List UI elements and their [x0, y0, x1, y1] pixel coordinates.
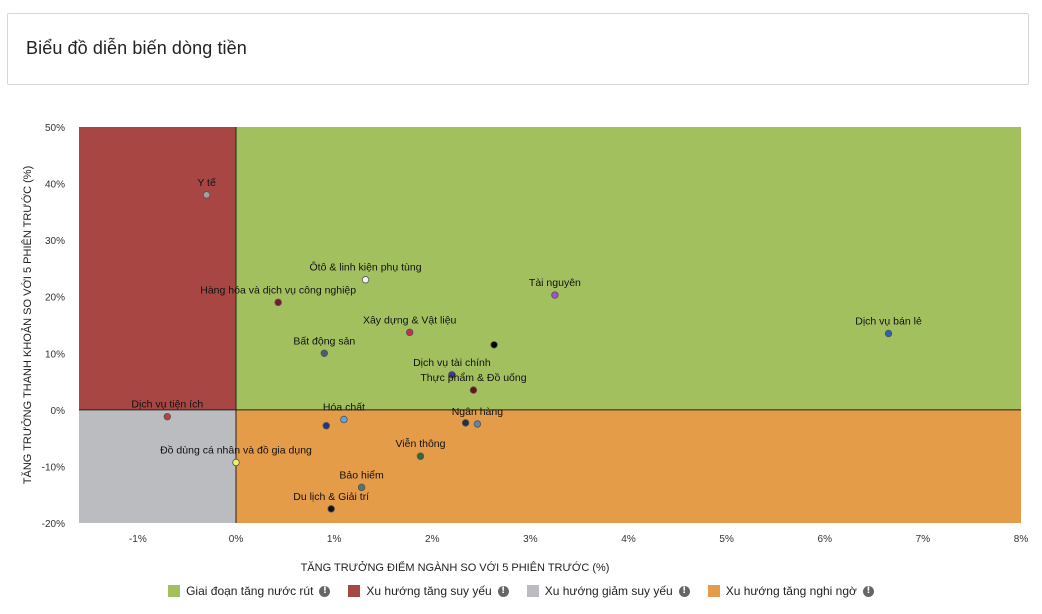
- data-point-vien-thong: [416, 452, 425, 460]
- legend-label: Xu hướng tăng suy yếu: [366, 584, 492, 598]
- data-label-tai-nguyen: Tài nguyên: [529, 277, 581, 289]
- y-tick-label: 20%: [45, 293, 65, 304]
- data-label-bat-dong-san: Bất động sản: [293, 335, 355, 347]
- data-label-du-lich-giai-tri: Du lịch & Giải trí: [293, 491, 369, 503]
- data-point: [461, 419, 470, 427]
- data-point-bao-hiem: [357, 483, 366, 492]
- legend-label: Xu hướng giảm suy yếu: [544, 584, 673, 598]
- data-point-hoa-chat: [340, 415, 348, 424]
- scatter-chart: -1% 0% 1% 2% 3% 4% 5% 6% 7% 8% -20% -10% 0% 10% 20% 30%…: [21, 123, 1029, 574]
- x-tick-label: 1%: [327, 534, 342, 545]
- data-label-hoa-chat: Hóa chất: [323, 401, 365, 413]
- legend-item-xu-huong-giam-suy-yeu[interactable]: Xu hướng giảm suy yếu !: [526, 584, 690, 598]
- chart-legend: Giai đoạn tăng nước rút ! Xu hướng tăng …: [0, 580, 1042, 602]
- x-tick-label: 7%: [916, 534, 931, 545]
- data-point-thuc-pham-do-uong: [469, 386, 478, 394]
- x-tick-label: 2%: [425, 534, 440, 545]
- legend-swatch: [707, 585, 720, 597]
- y-tick-label: 30%: [45, 236, 65, 247]
- info-icon[interactable]: !: [678, 585, 690, 597]
- data-point-hang-hoa-va-dich-vu-cong-nghiep: [274, 298, 282, 307]
- data-label-dich-vu-tai-chinh: Dịch vụ tài chính: [413, 357, 491, 369]
- data-label-dich-vu-ban-le: Dịch vụ bán lẻ: [855, 315, 922, 327]
- data-label-ngan-hang: Ngân hàng: [452, 406, 504, 418]
- quadrant-xu-huong-giam-suy-yeu: [79, 409, 236, 523]
- chart-card-header: Biểu đồ diễn biến dòng tiền: [7, 13, 1029, 85]
- data-point: [490, 341, 498, 349]
- y-axis-title: TĂNG TRƯỞNG THANH KHOẢN SO VỚI 5 PHIÊN T…: [21, 166, 34, 484]
- x-axis-title: TĂNG TRƯỞNG ĐIỂM NGÀNH SO VỚI 5 PHIÊN TR…: [301, 561, 610, 574]
- legend-label: Giai đoạn tăng nước rút: [186, 584, 314, 598]
- data-point: [322, 421, 330, 430]
- data-point-dich-vu-ban-le: [884, 329, 893, 338]
- x-tick-label: 0%: [229, 534, 244, 545]
- legend-item-giai-doan-tang-nuoc-rut[interactable]: Giai đoạn tăng nước rút !: [168, 584, 331, 598]
- legend-swatch: [526, 585, 539, 597]
- data-label-oto-linh-kien-phu-tung: Ôtô & linh kiện phụ tùng: [309, 261, 421, 274]
- legend-item-xu-huong-tang-suy-yeu[interactable]: Xu hướng tăng suy yếu !: [348, 584, 509, 598]
- x-tick-label: 6%: [818, 534, 833, 545]
- data-point-dich-vu-tai-chinh: [448, 371, 456, 379]
- info-icon[interactable]: !: [862, 585, 874, 597]
- data-label-hang-hoa-va-dich-vu-cong-nghiep: Hàng hóa và dịch vụ công nghiệp: [200, 284, 356, 296]
- x-tick-label: -1%: [129, 534, 147, 545]
- legend-swatch: [168, 585, 181, 597]
- x-tick-label: 5%: [719, 534, 734, 545]
- data-point-tai-nguyen: [551, 291, 559, 299]
- y-tick-label: 40%: [45, 180, 65, 191]
- y-tick-label: 10%: [45, 349, 65, 360]
- x-tick-label: 8%: [1014, 534, 1029, 545]
- y-tick-label: 0%: [51, 406, 66, 417]
- data-label-do-dung-ca-nhan-va-do-gia-dung: Đồ dùng cá nhân và đồ gia dụng: [160, 444, 312, 456]
- data-point-xay-dung-vat-lieu: [405, 328, 414, 337]
- data-label-dich-vu-tien-ich: Dịch vụ tiện ích: [131, 399, 203, 411]
- data-label-y-te: Y tế: [197, 177, 216, 189]
- x-tick-label: 3%: [523, 534, 538, 545]
- info-icon[interactable]: !: [319, 585, 331, 597]
- data-label-bao-hiem: Bảo hiểm: [339, 469, 384, 481]
- y-tick-label: -20%: [42, 519, 65, 530]
- legend-swatch: [348, 585, 361, 597]
- quadrant-xu-huong-tang-nghi-ngo: [236, 409, 1021, 523]
- data-point-do-dung-ca-nhan-va-do-gia-dung: [232, 458, 240, 467]
- info-icon[interactable]: !: [497, 585, 509, 597]
- data-point-dich-vu-tien-ich: [163, 412, 172, 421]
- data-point-bat-dong-san: [320, 349, 329, 357]
- data-label-thuc-pham-do-uong: Thực phẩm & Đồ uống: [420, 372, 526, 384]
- legend-label: Xu hướng tăng nghi ngờ: [725, 584, 857, 598]
- quadrant-giai-doan-tang-nuoc-rut: [236, 127, 1021, 410]
- data-point-du-lich-giai-tri: [327, 505, 335, 513]
- data-point-oto-linh-kien-phu-tung: [361, 276, 370, 284]
- y-tick-label: 50%: [45, 123, 65, 134]
- data-label-vien-thong: Viễn thông: [395, 437, 445, 450]
- y-tick-label: -10%: [42, 462, 65, 473]
- x-tick-label: 4%: [621, 534, 636, 545]
- data-point-y-te: [202, 191, 211, 199]
- data-point-ngan-hang: [473, 420, 482, 428]
- legend-item-xu-huong-tang-nghi-ngo[interactable]: Xu hướng tăng nghi ngờ !: [707, 584, 874, 598]
- data-label-xay-dung-vat-lieu: Xây dựng & Vật liệu: [363, 314, 457, 326]
- quadrant-xu-huong-tang-suy-yeu: [79, 127, 236, 410]
- page-title: Biểu đồ diễn biến dòng tiền: [26, 38, 247, 58]
